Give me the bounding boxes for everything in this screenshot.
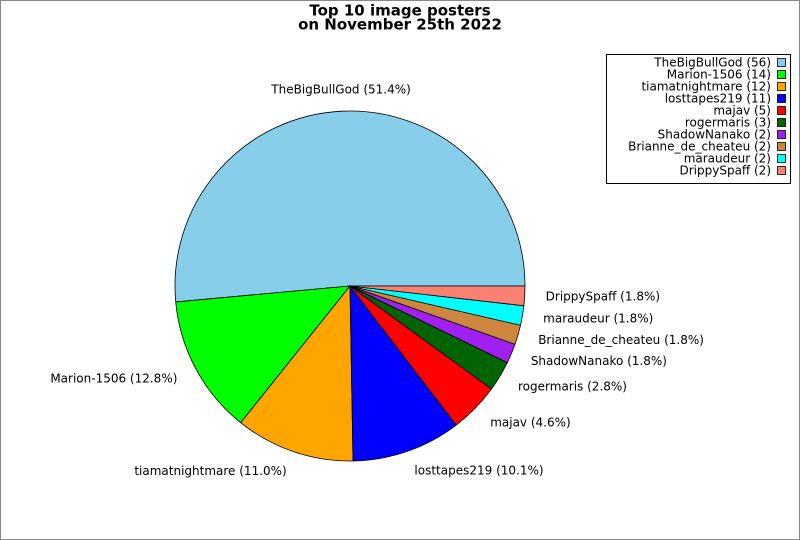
legend-swatch [777, 106, 786, 115]
legend-box [606, 54, 791, 184]
legend-label: DrippySpaff (2) [679, 164, 771, 178]
pie-slice [174, 110, 526, 303]
slice-label: DrippySpaff (1.8%) [546, 290, 660, 304]
legend-label: rogermaris (3) [685, 116, 771, 130]
legend-label: maraudeur (2) [684, 152, 771, 166]
legend-label: TheBigBullGod (56) [653, 56, 771, 70]
slice-label: TheBigBullGod (51.4%) [270, 83, 411, 97]
slice-label: majav (4.6%) [490, 415, 571, 429]
slice-label: rogermaris (2.8%) [518, 379, 627, 393]
legend-label: Brianne_de_cheateu (2) [628, 140, 771, 154]
legend-swatch [777, 82, 786, 91]
legend-swatch [777, 154, 786, 163]
chart-title: on November 25th 2022 [298, 16, 502, 34]
slice-label: Brianne_de_cheateu (1.8%) [538, 333, 704, 347]
legend-swatch [777, 70, 786, 79]
pie-slice [175, 285, 351, 424]
legend-swatch [777, 58, 786, 67]
pie-slice [240, 284, 354, 462]
legend-label: majav (5) [713, 104, 771, 118]
slice-label: maraudeur (1.8%) [543, 312, 653, 326]
legend-swatch [777, 130, 786, 139]
slice-label: losttapes219 (10.1%) [414, 464, 543, 478]
slice-label: ShadowNanako (1.8%) [531, 354, 667, 368]
chart-title: Top 10 image posters [309, 2, 490, 20]
pie-slice [349, 284, 457, 462]
legend-swatch [777, 142, 786, 151]
legend-label: losttapes219 (11) [665, 92, 771, 106]
legend-swatch [777, 166, 786, 175]
legend-label: ShadowNanako (2) [658, 128, 771, 142]
legend-label: Marion-1506 (14) [667, 68, 771, 82]
legend-swatch [777, 118, 786, 127]
pie-slice [349, 285, 526, 307]
slice-label: Marion-1506 (12.8%) [50, 371, 177, 385]
slice-label: tiamatnightmare (11.0%) [134, 464, 286, 478]
legend-swatch [777, 94, 786, 103]
legend-label: tiamatnightmare (12) [641, 80, 771, 94]
